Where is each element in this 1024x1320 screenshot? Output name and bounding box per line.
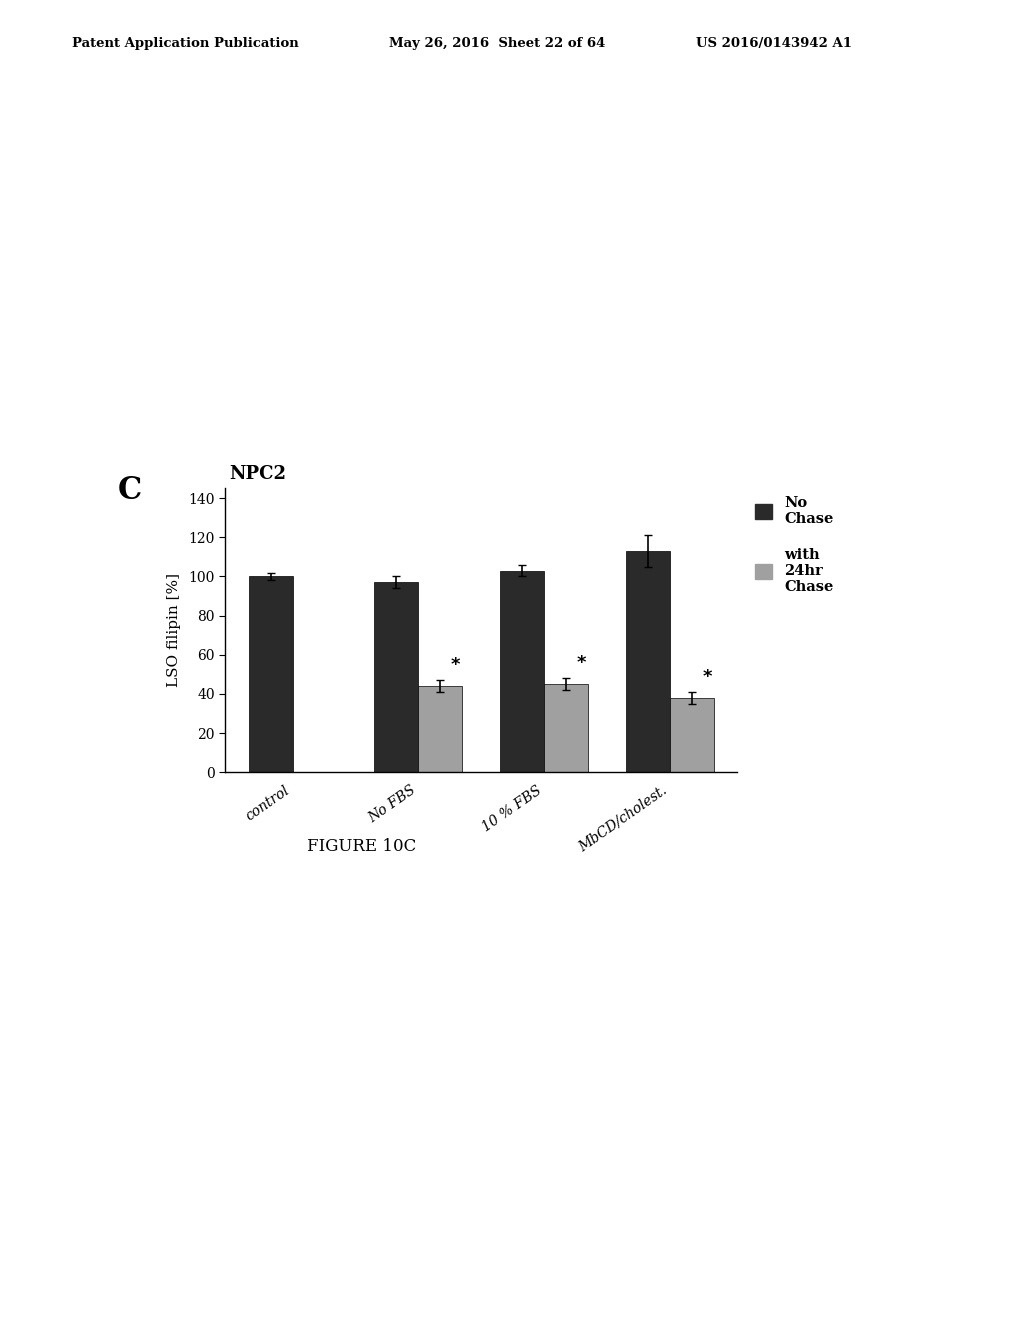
Text: *: * <box>702 668 712 686</box>
Text: *: * <box>451 656 460 675</box>
Bar <box>626 550 670 772</box>
Bar <box>500 570 544 772</box>
Bar <box>375 582 419 772</box>
Text: US 2016/0143942 A1: US 2016/0143942 A1 <box>696 37 852 50</box>
Text: NPC2: NPC2 <box>229 465 287 483</box>
Bar <box>670 698 714 772</box>
Text: May 26, 2016  Sheet 22 of 64: May 26, 2016 Sheet 22 of 64 <box>389 37 605 50</box>
Text: MbCD/cholest.: MbCD/cholest. <box>577 783 670 854</box>
Legend: No
Chase, with
24hr
Chase: No Chase, with 24hr Chase <box>755 496 834 594</box>
Text: 10 % FBS: 10 % FBS <box>479 783 544 834</box>
Text: *: * <box>577 655 586 672</box>
Text: Patent Application Publication: Patent Application Publication <box>72 37 298 50</box>
Text: FIGURE 10C: FIGURE 10C <box>307 838 417 855</box>
Text: C: C <box>118 475 142 506</box>
Bar <box>419 686 463 772</box>
Text: No FBS: No FBS <box>366 783 419 826</box>
Text: control: control <box>244 783 293 824</box>
Bar <box>544 684 588 772</box>
Y-axis label: LSO filipin [%]: LSO filipin [%] <box>167 573 181 688</box>
Bar <box>249 577 293 772</box>
